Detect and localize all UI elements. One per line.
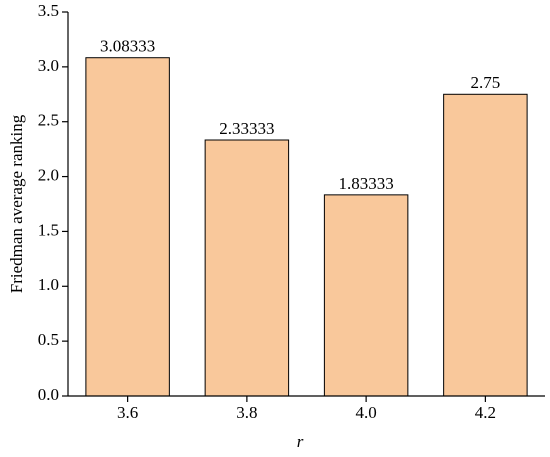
x-axis-label: r [297,432,304,451]
y-tick-label: 1.5 [38,220,59,239]
data-label: 2.33333 [219,119,274,138]
y-tick-label: 3.0 [38,56,59,75]
y-axis-label: Friedman average ranking [7,114,26,293]
data-label: 2.75 [471,73,501,92]
x-tick-label: 4.2 [475,403,496,422]
y-tick-label: 1.0 [38,275,59,294]
y-tick-label: 0.5 [38,330,59,349]
x-tick-label: 4.0 [356,403,377,422]
y-tick-label: 3.5 [38,1,59,20]
data-label: 1.83333 [339,174,394,193]
bar [85,57,170,397]
bar [443,93,528,397]
y-tick-label: 2.5 [38,111,59,130]
y-tick-label: 2.0 [38,165,59,184]
bar [323,194,409,397]
x-tick-label: 3.8 [236,403,257,422]
x-tick-label: 3.6 [117,403,138,422]
y-tick-label: 0.0 [38,385,59,404]
data-label: 3.08333 [100,37,155,56]
bar [204,139,290,397]
